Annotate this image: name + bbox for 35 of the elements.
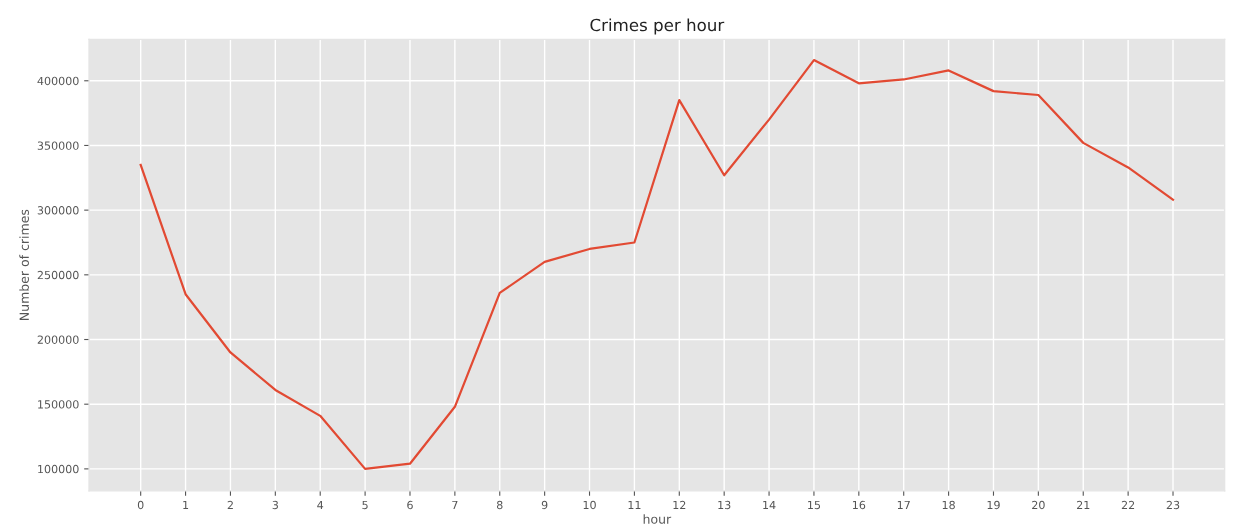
x-tick-label: 9 <box>541 500 548 510</box>
x-tick-label: 7 <box>452 500 458 510</box>
x-tick-label: 1 <box>183 500 189 510</box>
x-axis-title: hour <box>643 514 672 524</box>
y-tick-label: 200000 <box>37 335 79 344</box>
x-tick-label: 0 <box>137 500 144 510</box>
y-tick-label: 250000 <box>37 270 79 280</box>
chart-title: Crimes per hour <box>590 18 725 35</box>
x-tick-label: 6 <box>407 500 413 510</box>
line-series <box>139 58 1175 470</box>
x-tick-label: 12 <box>673 500 686 510</box>
y-axis-title: Number of crimes <box>19 209 29 320</box>
x-tick-label: 19 <box>987 500 1000 510</box>
x-tick-label: 16 <box>852 500 866 510</box>
x-tick-label: 21 <box>1076 500 1090 510</box>
x-tick-label: 20 <box>1032 500 1045 510</box>
y-tick-label: 400000 <box>37 76 79 86</box>
x-tick-label: 4 <box>317 500 324 510</box>
x-tick-label: 14 <box>763 500 776 510</box>
x-tick-label: 15 <box>808 500 821 510</box>
x-tick-label: 10 <box>583 500 596 510</box>
x-tick-label: 8 <box>496 500 503 510</box>
x-tick-label: 17 <box>897 500 910 510</box>
x-tick-label: 23 <box>1166 500 1180 510</box>
x-tick-label: 5 <box>362 500 368 510</box>
x-tick-label: 22 <box>1121 500 1135 510</box>
x-tick-label: 13 <box>718 500 731 510</box>
x-tick-label: 3 <box>272 500 278 510</box>
y-tick-label: 350000 <box>37 141 79 150</box>
y-tick-label: 150000 <box>38 400 79 409</box>
x-tick-label: 2 <box>227 500 233 510</box>
x-tick-label: 11 <box>628 500 641 510</box>
y-tick-label: 300000 <box>37 206 79 215</box>
y-tick-label: 100000 <box>38 464 79 474</box>
x-tick-label: 18 <box>942 500 955 510</box>
